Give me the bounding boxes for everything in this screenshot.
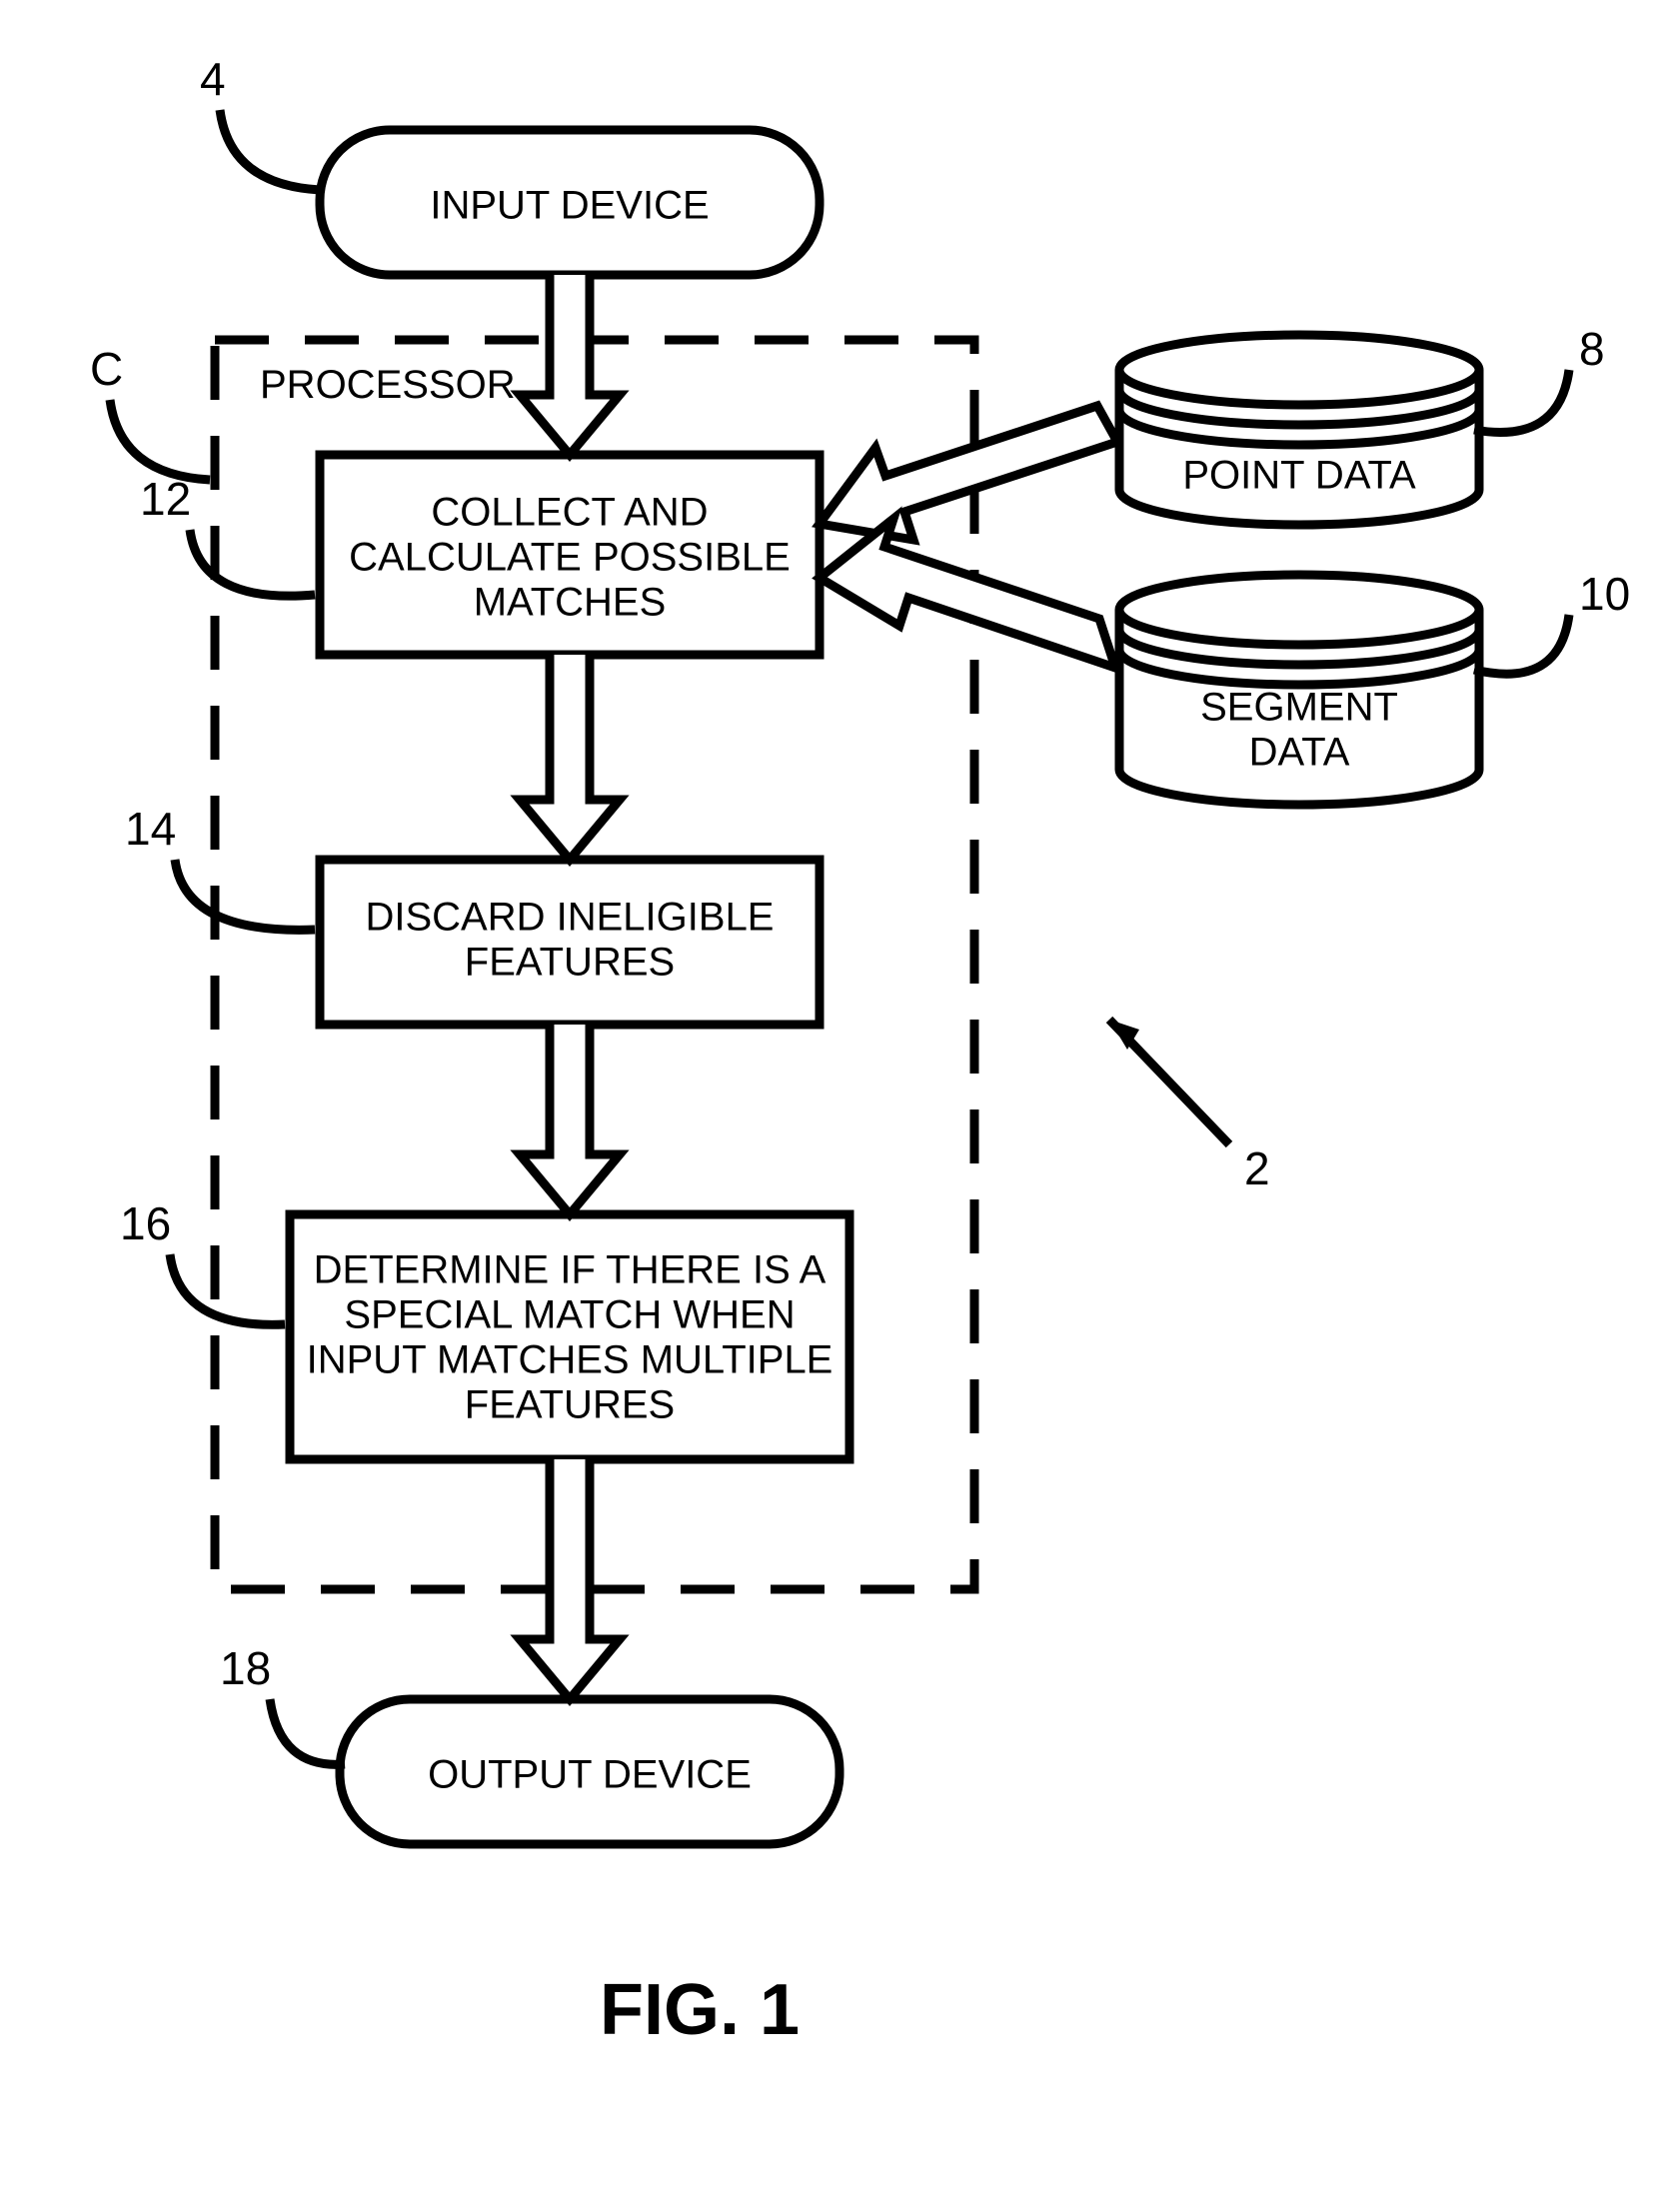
- collect-text-3: MATCHES: [474, 581, 667, 625]
- arrow-segmentdata-to-collect: [820, 519, 1115, 668]
- ref-18: 18: [220, 1642, 271, 1694]
- arrow-determine-to-output: [520, 1459, 620, 1699]
- ref-2: 2: [1244, 1142, 1270, 1194]
- discard-text-2: FEATURES: [465, 941, 675, 985]
- determine-text-3: INPUT MATCHES MULTIPLE: [307, 1338, 834, 1382]
- leader-12: [190, 530, 315, 596]
- point-data-text: POINT DATA: [1182, 454, 1416, 498]
- discard-text-1: DISCARD INELIGIBLE: [365, 896, 774, 940]
- input-device-text: INPUT DEVICE: [430, 184, 709, 228]
- collect-text-1: COLLECT AND: [431, 491, 708, 535]
- leader-c: [110, 400, 210, 480]
- leader-2: [1109, 1020, 1229, 1144]
- ref-16: 16: [120, 1197, 171, 1249]
- segment-data-text-1: SEGMENT: [1200, 686, 1398, 730]
- leader-16: [170, 1254, 285, 1324]
- determine-text-4: FEATURES: [465, 1383, 675, 1427]
- ref-c: C: [90, 343, 123, 395]
- collect-text-2: CALCULATE POSSIBLE: [349, 536, 791, 580]
- leader-18: [270, 1699, 345, 1764]
- output-device-text: OUTPUT DEVICE: [428, 1753, 752, 1797]
- arrow-discard-to-determine: [520, 1025, 620, 1214]
- flowchart-figure: PROCESSOR INPUT DEVICE COLLECT AND CALCU…: [0, 0, 1667, 2212]
- ref-14: 14: [125, 803, 176, 855]
- figure-caption: FIG. 1: [600, 1970, 800, 2050]
- ref-8: 8: [1579, 323, 1605, 375]
- arrow-pointdata-to-collect: [820, 406, 1117, 540]
- leader-14: [175, 860, 315, 930]
- leader-10: [1474, 615, 1569, 674]
- determine-text-1: DETERMINE IF THERE IS A: [314, 1248, 827, 1292]
- leader-4: [220, 110, 320, 190]
- leader-8: [1474, 370, 1569, 433]
- segment-data-text-2: DATA: [1249, 731, 1350, 775]
- ref-10: 10: [1579, 568, 1630, 620]
- ref-12: 12: [140, 473, 191, 525]
- arrow-input-to-collect: [520, 275, 620, 455]
- determine-text-2: SPECIAL MATCH WHEN: [344, 1293, 795, 1337]
- arrow-collect-to-discard: [520, 655, 620, 860]
- processor-label: PROCESSOR: [260, 363, 516, 407]
- ref-4: 4: [200, 53, 226, 105]
